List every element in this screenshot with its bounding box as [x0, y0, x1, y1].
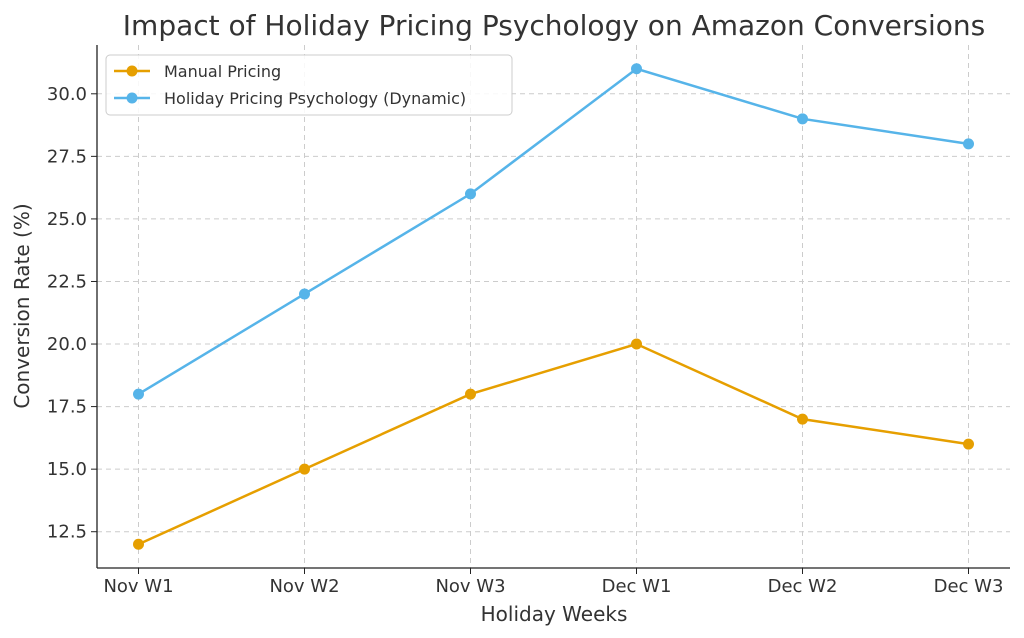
- legend-label: Manual Pricing: [164, 62, 281, 81]
- y-tick-label: 25.0: [47, 209, 87, 230]
- data-point: [465, 188, 476, 200]
- x-tick-label: Nov W2: [269, 576, 339, 597]
- x-axis-label: Holiday Weeks: [481, 602, 628, 626]
- data-point: [299, 288, 310, 300]
- series-1: [133, 63, 974, 400]
- legend-marker: [126, 92, 138, 104]
- series-0: [133, 338, 974, 550]
- y-tick-label: 15.0: [47, 459, 87, 480]
- grid: [97, 45, 1010, 568]
- x-tick-label: Dec W3: [934, 576, 1004, 597]
- data-point: [465, 388, 476, 400]
- data-point: [963, 438, 974, 450]
- data-point: [299, 463, 310, 475]
- x-tick-label: Nov W3: [435, 576, 505, 597]
- x-tick-label: Dec W1: [602, 576, 672, 597]
- data-point: [631, 338, 642, 350]
- data-point: [133, 388, 144, 400]
- data-point: [963, 138, 974, 150]
- data-point: [133, 538, 144, 550]
- legend-marker: [126, 65, 138, 77]
- y-tick-label: 22.5: [47, 271, 87, 292]
- data-point: [631, 63, 642, 75]
- data-point: [797, 113, 808, 125]
- legend-box: [105, 54, 513, 116]
- y-axis-label: Conversion Rate (%): [10, 203, 34, 408]
- y-tick-label: 12.5: [47, 522, 87, 543]
- data-point: [797, 413, 808, 425]
- y-tick-label: 30.0: [47, 84, 87, 105]
- y-ticks: 12.5 15.0 17.5 20.0 22.5 25.0 27.5 30.0: [47, 84, 97, 543]
- series-line: [137, 342, 969, 546]
- series-group: [133, 63, 974, 550]
- chart-title: Impact of Holiday Pricing Psychology on …: [123, 9, 985, 42]
- x-tick-label: Nov W1: [103, 576, 173, 597]
- series-line: [137, 67, 969, 396]
- x-tick-label: Dec W2: [768, 576, 838, 597]
- y-tick-label: 20.0: [47, 334, 87, 355]
- legend-label: Holiday Pricing Psychology (Dynamic): [164, 89, 466, 108]
- legend: Manual Pricing Holiday Pricing Psychology…: [105, 54, 513, 116]
- y-tick-label: 17.5: [47, 397, 87, 418]
- x-ticks: Nov W1 Nov W2 Nov W3 Dec W1 Dec W2 Dec W3: [103, 568, 1003, 597]
- y-tick-label: 27.5: [47, 146, 87, 167]
